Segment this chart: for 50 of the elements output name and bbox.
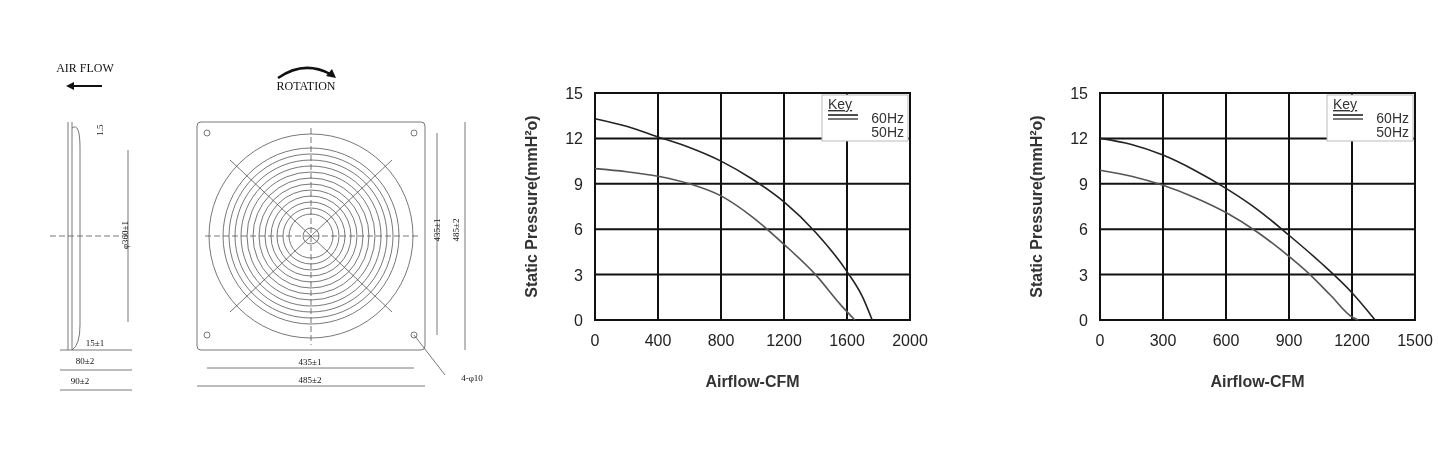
x-tick-label: 0: [1095, 332, 1105, 349]
legend-title: Key: [1333, 96, 1358, 112]
text: 1.5: [95, 123, 105, 136]
text: 485±2: [298, 375, 322, 385]
text: φ360±1: [120, 220, 130, 250]
text: 15±1: [85, 338, 105, 348]
x-tick-label: 2000: [892, 332, 928, 349]
text: ROTATION: [276, 79, 336, 93]
x-tick-label: 1200: [766, 332, 802, 349]
x-tick-label: 0: [590, 332, 600, 349]
text: 485±2: [451, 218, 461, 242]
y-axis-title: Static Pressure(mmH²o): [1028, 115, 1045, 298]
x-tick-label: 800: [707, 332, 735, 349]
line-series: [1099, 169, 1360, 321]
x-tick-label: 300: [1149, 332, 1177, 349]
text: 80±2: [75, 356, 95, 366]
legend-title: Key: [828, 96, 853, 112]
text: 90±2: [70, 376, 90, 386]
text: 50Hz: [871, 124, 904, 140]
y-tick-label: 3: [1079, 266, 1089, 284]
x-tick-label: 1600: [829, 332, 865, 349]
x-tick-label: 1500: [1397, 332, 1433, 349]
y-tick-label: 12: [1070, 130, 1089, 148]
y-tick-label: 15: [1070, 85, 1089, 102]
legend-label: 60Hz: [871, 110, 904, 126]
line-series: [594, 117, 873, 321]
x-tick-label: 900: [1275, 332, 1303, 349]
legend-label: 60Hz: [1376, 110, 1409, 126]
y-tick-label: 9: [574, 175, 584, 193]
line-series: [594, 167, 856, 321]
y-axis-title: Static Pressure(mmH²o): [523, 115, 540, 298]
y-tick-label: 15: [565, 85, 584, 102]
y-tick-label: 12: [565, 130, 584, 148]
y-tick-label: 0: [574, 312, 584, 329]
x-tick-label: 400: [644, 332, 672, 349]
y-tick-label: 6: [1079, 221, 1089, 239]
text: 50Hz: [1376, 124, 1409, 140]
text: 435±1: [432, 218, 442, 242]
x-axis-title: Airflow-CFM: [705, 373, 800, 390]
x-tick-label: 1200: [1334, 332, 1370, 349]
line-series: [1099, 137, 1376, 321]
y-tick-label: 9: [1079, 175, 1089, 193]
text: 435±1: [298, 357, 322, 367]
y-tick-label: 3: [574, 266, 584, 284]
text: 4-φ10: [461, 373, 484, 383]
y-tick-label: 0: [1079, 312, 1089, 329]
text: AIR FLOW: [56, 61, 115, 75]
x-tick-label: 600: [1212, 332, 1240, 349]
x-axis-title: Airflow-CFM: [1210, 373, 1305, 390]
y-tick-label: 6: [574, 221, 584, 239]
